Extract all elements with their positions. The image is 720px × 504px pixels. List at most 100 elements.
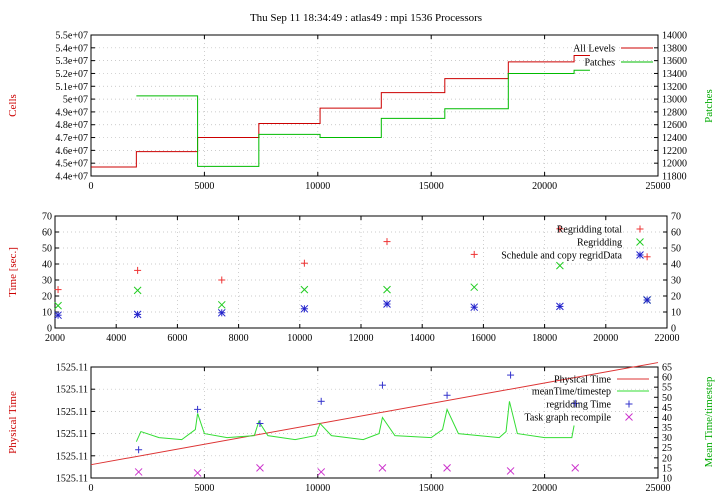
y2-tick-label: 12600 — [662, 120, 687, 131]
x-tick-label: 20000 — [593, 333, 618, 344]
y-tick-label: 5.5e+07 — [55, 31, 88, 42]
series-task-graph-recompile-point-d2 — [256, 464, 264, 472]
y2-tick-label: 30 — [671, 276, 681, 287]
y-tick-label: 1525.11 — [56, 451, 88, 462]
legend-marker-d2 — [636, 251, 644, 259]
y-tick-label: 60 — [42, 228, 52, 239]
x-tick-label: 5000 — [194, 181, 214, 192]
y2-tick-label: 50 — [671, 244, 681, 255]
y2-tick-label: 60 — [662, 373, 672, 384]
series-schedule-and-copy-regriddata-point-d2 — [470, 303, 479, 312]
y2-tick-label: 30 — [662, 433, 672, 444]
y2-tick-label: 12200 — [662, 146, 687, 157]
y2-tick-label: 20 — [662, 453, 672, 464]
series-schedule-and-copy-regriddata-point-d2 — [133, 310, 142, 319]
x-tick-label: 20000 — [532, 181, 557, 192]
series-task-graph-recompile-point-d2 — [571, 464, 580, 472]
y-tick-label: 5.4e+07 — [55, 43, 88, 54]
y-tick-label: 1525.11 — [56, 385, 88, 396]
y-tick-label: 5e+07 — [63, 95, 88, 106]
series-meantime-timestep-line — [135, 401, 575, 442]
y-tick-label: 20 — [42, 292, 52, 303]
y-tick-label: 50 — [42, 244, 52, 255]
x-tick-label: 22000 — [655, 333, 680, 344]
y2-tick-label: 60 — [671, 228, 681, 239]
cells-patches-plot: 0 5000 10000 15000 20000 25000 4.4e+07 4.5e+07 4… — [7, 31, 715, 193]
y2-tick-label: 65 — [662, 363, 672, 374]
x-tick-label: 4000 — [106, 333, 126, 344]
y2-axis-label: Patches — [703, 89, 715, 123]
x-tick-label: 0 — [89, 181, 94, 192]
series-schedule-and-copy-regriddata-point-d2 — [217, 308, 226, 317]
y2-tick-label: 55 — [662, 383, 672, 394]
y2-tick-label: 40 — [671, 260, 681, 271]
y-tick-label: 5.3e+07 — [55, 56, 88, 67]
y2-tick-label: 40 — [662, 413, 672, 424]
x-tick-label: 10000 — [287, 333, 312, 344]
x-tick-label: 15000 — [419, 181, 444, 192]
y2-tick-label: 10 — [671, 308, 681, 319]
y2-tick-label: 12800 — [662, 107, 687, 118]
series-task-graph-recompile-point-d2 — [506, 467, 515, 475]
y2-tick-label: 70 — [671, 212, 681, 223]
x-tick-label: 2000 — [45, 333, 65, 344]
x-tick-label: 10000 — [305, 483, 330, 494]
y-axis-label: Physical Time — [7, 391, 19, 454]
y2-tick-label: 11800 — [662, 172, 687, 183]
y2-tick-label: 50 — [662, 393, 672, 404]
series-patches-line — [136, 69, 590, 167]
y-tick-label: 4.8e+07 — [55, 120, 88, 131]
legend-label: Physical Time — [554, 375, 612, 386]
y2-tick-label: 14000 — [662, 31, 687, 42]
y2-tick-label: 13800 — [662, 43, 687, 54]
y2-tick-label: 0 — [671, 324, 676, 335]
y-axis-label: Time [sec.] — [7, 247, 19, 297]
y2-tick-label: 13000 — [662, 95, 687, 106]
y2-tick-label: 13400 — [662, 69, 687, 80]
y-tick-label: 4.4e+07 — [55, 172, 88, 183]
y2-axis-label: Mean Time/timestep — [703, 376, 715, 467]
legend-marker-d2 — [636, 238, 644, 246]
x-tick-label: 25000 — [646, 483, 671, 494]
series-regridding-point-d2 — [217, 300, 226, 309]
x-tick-label: 25000 — [646, 181, 671, 192]
series-schedule-and-copy-regriddata-point-d2 — [556, 302, 564, 311]
series-schedule-and-copy-regriddata-point-d2 — [643, 296, 651, 304]
regridding-time-plot: 2000 4000 6000 8000 10000 12000 14000 16000 1800… — [7, 212, 681, 345]
y-tick-label: 4.7e+07 — [55, 133, 88, 144]
y-tick-label: 0 — [47, 324, 52, 335]
series-regridding-point-d2 — [470, 283, 479, 292]
x-tick-label: 0 — [89, 483, 94, 494]
series-task-graph-recompile-point-d2 — [317, 468, 326, 476]
legend-label: regridding Time — [546, 400, 611, 411]
series-regridding-point-d2 — [300, 285, 309, 294]
y-axis-label: Cells — [7, 94, 19, 117]
y2-tick-label: 15 — [662, 463, 672, 474]
y2-tick-label: 45 — [662, 403, 672, 414]
series-schedule-and-copy-regriddata-point-d2 — [300, 304, 309, 313]
y2-tick-label: 12400 — [662, 133, 687, 144]
series-task-graph-recompile-point-d2 — [134, 468, 143, 476]
y-tick-label: 1525.11 — [56, 363, 88, 374]
x-tick-label: 18000 — [532, 333, 557, 344]
chart-title: Thu Sep 11 18:34:49 : atlas49 : mpi 1536… — [250, 12, 482, 24]
x-tick-label: 20000 — [532, 483, 557, 494]
legend-label: Regridding — [577, 238, 622, 249]
legend-label: Patches — [584, 58, 615, 69]
y-tick-label: 1525.11 — [56, 429, 88, 440]
series-regridding-point-d2 — [556, 261, 564, 270]
y-tick-label: 30 — [42, 276, 52, 287]
y-tick-label: 10 — [42, 308, 52, 319]
series-schedule-and-copy-regriddata-point-d2 — [383, 300, 391, 308]
physical-time-plot: 0 5000 10000 15000 20000 25000 1525.11 1525.11 1… — [7, 362, 715, 494]
x-tick-label: 6000 — [167, 333, 187, 344]
plot-frame — [90, 34, 659, 177]
series-regridding-point-d2 — [133, 286, 142, 295]
y-tick-label: 4.5e+07 — [55, 159, 88, 170]
y-tick-label: 5.2e+07 — [55, 69, 88, 80]
x-tick-label: 15000 — [419, 483, 444, 494]
series-all-levels-line — [91, 55, 590, 168]
plot-frame — [54, 215, 668, 329]
y-tick-label: 40 — [42, 260, 52, 271]
series-task-graph-recompile-point-d2 — [378, 464, 387, 472]
